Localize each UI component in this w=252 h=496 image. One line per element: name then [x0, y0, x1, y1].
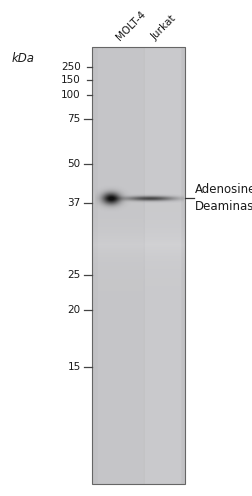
Text: 25: 25	[67, 270, 81, 280]
Text: 75: 75	[67, 114, 81, 124]
Text: 150: 150	[61, 75, 81, 85]
Text: 250: 250	[61, 62, 81, 72]
Text: Jurkat: Jurkat	[149, 13, 178, 42]
Text: 100: 100	[61, 90, 81, 100]
Text: 37: 37	[67, 198, 81, 208]
Text: 50: 50	[68, 159, 81, 169]
Text: 15: 15	[67, 362, 81, 372]
Text: MOLT-4: MOLT-4	[114, 9, 147, 42]
Bar	[92, 47, 185, 484]
Text: 20: 20	[68, 305, 81, 315]
Text: kDa: kDa	[11, 52, 34, 65]
Text: Adenosine
Deaminase: Adenosine Deaminase	[195, 184, 252, 213]
